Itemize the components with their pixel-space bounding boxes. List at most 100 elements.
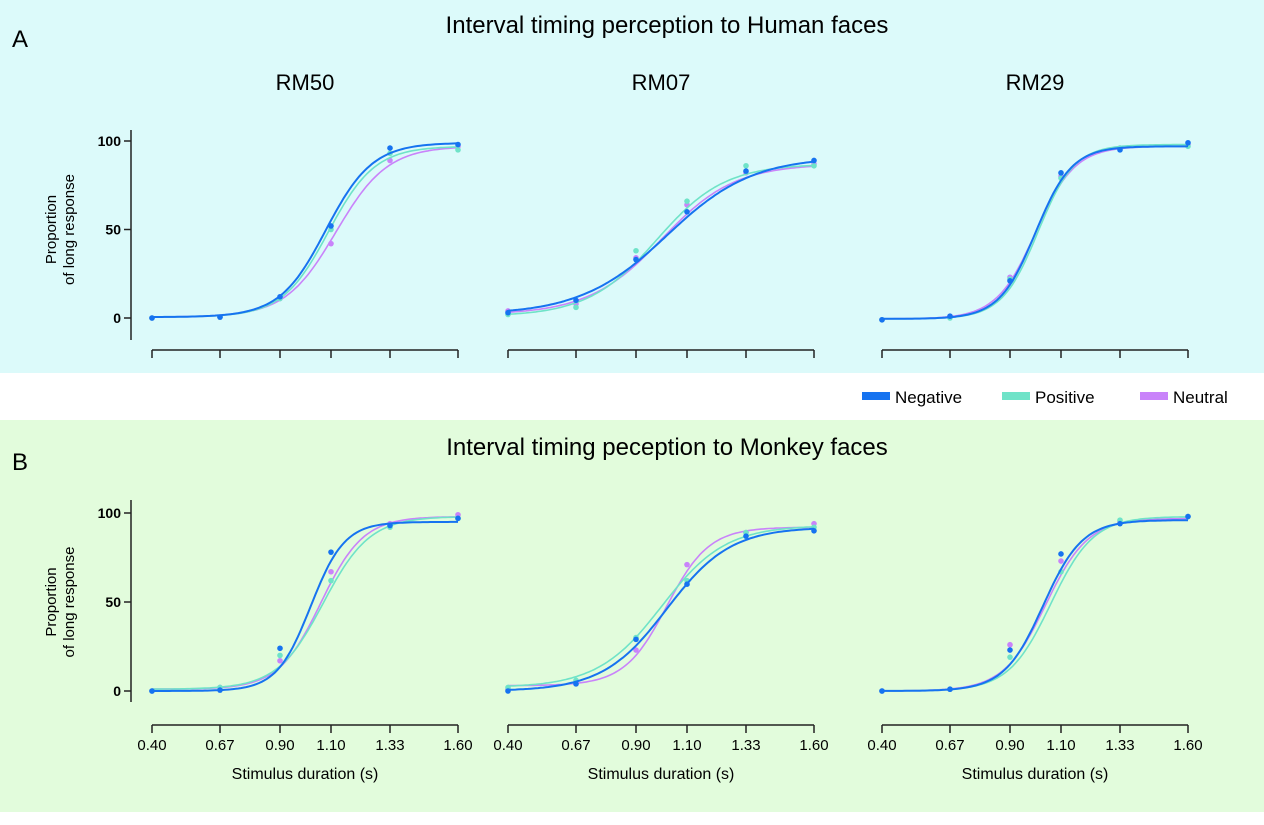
data-point-negative bbox=[879, 316, 885, 323]
panel-a-2: RM07 bbox=[505, 70, 817, 358]
y-axis-label-line: Proportion bbox=[43, 195, 60, 264]
fit-curve-negative bbox=[507, 160, 815, 312]
data-point-negative bbox=[1185, 139, 1191, 146]
x-tick-label: 0.67 bbox=[935, 737, 964, 754]
data-point-negative bbox=[743, 533, 749, 539]
row-b-background bbox=[0, 420, 1264, 812]
panel-title: RM07 bbox=[632, 70, 691, 95]
data-point-negative bbox=[947, 313, 953, 320]
y-axis-label: Proportionof long response bbox=[43, 547, 78, 658]
legend-label-neutral: Neutral bbox=[1173, 388, 1228, 407]
legend-label-negative: Negative bbox=[895, 388, 962, 407]
x-tick-label: 1.60 bbox=[1173, 737, 1202, 754]
x-tick-label: 0.40 bbox=[867, 737, 896, 754]
y-tick-label: 50 bbox=[105, 594, 121, 610]
data-point-negative bbox=[633, 636, 639, 643]
data-point-neutral bbox=[277, 657, 283, 664]
data-point-negative bbox=[573, 297, 579, 304]
fit-curve-negative bbox=[507, 527, 815, 691]
x-axis-label: Stimulus duration (s) bbox=[588, 766, 735, 783]
legend-label-positive: Positive bbox=[1035, 388, 1095, 407]
x-tick-label: 0.67 bbox=[561, 737, 590, 754]
row-a-background bbox=[0, 0, 1264, 373]
data-point-neutral bbox=[1007, 641, 1013, 648]
data-point-negative bbox=[387, 522, 393, 529]
data-point-negative bbox=[149, 688, 155, 694]
x-tick-label: 1.33 bbox=[1105, 737, 1134, 754]
data-point-negative bbox=[149, 315, 155, 321]
data-point-positive bbox=[573, 304, 579, 311]
x-tick-label: 0.67 bbox=[205, 737, 234, 754]
x-tick-label: 1.10 bbox=[1046, 737, 1075, 754]
row-a-title: Interval timing perception to Human face… bbox=[446, 12, 889, 39]
legend-swatch-positive bbox=[1002, 392, 1030, 400]
fit-curve-positive bbox=[507, 526, 815, 687]
fit-curve-positive bbox=[507, 164, 815, 316]
panel-b-3: 0.40 0.67 0.90 1.10 1.33 1.60 Stimulus duratio… bbox=[867, 513, 1203, 783]
data-point-negative bbox=[455, 515, 461, 522]
data-point-negative bbox=[743, 168, 749, 174]
data-point-negative bbox=[277, 645, 283, 652]
data-point-negative bbox=[811, 157, 817, 164]
data-point-negative bbox=[811, 528, 817, 534]
y-axis-label: Proportionof long response bbox=[43, 174, 78, 285]
row-b-title: Interval timing peception to Monkey face… bbox=[446, 434, 888, 461]
data-point-negative bbox=[328, 223, 334, 229]
data-point-positive bbox=[633, 247, 639, 254]
data-point-positive bbox=[811, 162, 817, 169]
data-point-neutral bbox=[633, 647, 639, 653]
fit-curve-positive bbox=[152, 516, 458, 690]
data-point-positive bbox=[684, 198, 690, 204]
y-tick-label: 100 bbox=[98, 505, 122, 521]
panel-title: RM50 bbox=[276, 70, 335, 95]
x-tick-label: 1.33 bbox=[375, 737, 404, 754]
data-point-negative bbox=[217, 687, 223, 693]
data-point-negative bbox=[455, 141, 461, 148]
data-point-neutral bbox=[328, 568, 334, 575]
y-tick-label: 0 bbox=[113, 310, 121, 326]
data-point-negative bbox=[505, 688, 511, 694]
data-point-negative bbox=[684, 581, 690, 587]
panel-a-3: RM29 bbox=[879, 70, 1191, 358]
fit-curve-negative bbox=[152, 520, 458, 692]
data-point-negative bbox=[328, 549, 334, 555]
x-axis-label: Stimulus duration (s) bbox=[232, 766, 379, 783]
x-tick-label: 1.10 bbox=[316, 737, 345, 754]
data-point-negative bbox=[1007, 278, 1013, 284]
data-point-negative bbox=[217, 314, 223, 320]
x-tick-label: 0.40 bbox=[137, 737, 166, 754]
x-axis-label: Stimulus duration (s) bbox=[962, 766, 1109, 783]
data-point-positive bbox=[743, 162, 749, 169]
legend-swatch-negative bbox=[862, 392, 890, 400]
panel-letter-b: B bbox=[12, 449, 28, 476]
data-point-negative bbox=[1007, 647, 1013, 653]
data-point-negative bbox=[879, 688, 885, 694]
data-point-positive bbox=[277, 652, 283, 659]
x-tick-label: 0.40 bbox=[493, 737, 522, 754]
legend: Negative Positive Neutral bbox=[862, 388, 1228, 407]
x-tick-label: 1.60 bbox=[443, 737, 472, 754]
data-point-negative bbox=[505, 309, 511, 316]
panel-b-2: 0.40 0.67 0.90 1.10 1.33 1.60 Stimulus duratio… bbox=[493, 520, 829, 783]
x-tick-label: 1.10 bbox=[672, 737, 701, 754]
data-point-neutral bbox=[1058, 558, 1064, 564]
panel-title: RM29 bbox=[1006, 70, 1065, 95]
data-point-negative bbox=[573, 681, 579, 687]
data-point-negative bbox=[387, 145, 393, 151]
fit-curve-negative bbox=[882, 145, 1189, 320]
data-point-negative bbox=[947, 686, 953, 693]
data-point-positive bbox=[1007, 654, 1013, 660]
data-point-negative bbox=[633, 256, 639, 263]
y-axis-label-line: of long response bbox=[61, 174, 78, 285]
x-tick-label: 0.90 bbox=[995, 737, 1024, 754]
data-point-negative bbox=[1058, 170, 1064, 176]
data-point-negative bbox=[684, 209, 690, 215]
x-tick-label: 1.60 bbox=[799, 737, 828, 754]
data-point-negative bbox=[277, 293, 283, 300]
data-point-neutral bbox=[328, 240, 334, 247]
data-point-positive bbox=[328, 577, 334, 584]
y-tick-label: 100 bbox=[98, 133, 122, 149]
panel-a-1: RM50 0 50 100 Proportionof long response bbox=[43, 70, 461, 358]
fit-curve-negative bbox=[881, 519, 1188, 692]
